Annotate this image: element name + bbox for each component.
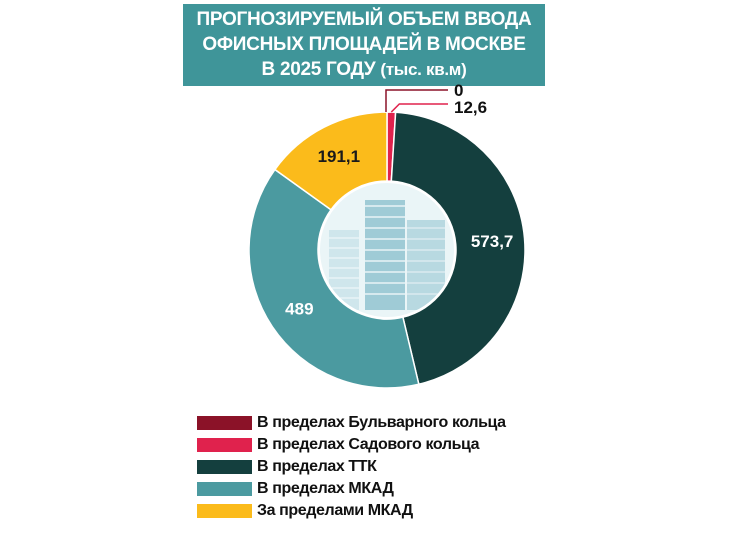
callout-line-1	[390, 103, 448, 113]
slice-label-2: 573,7	[471, 232, 514, 251]
slice-2	[390, 111, 526, 386]
slice-4	[273, 111, 388, 211]
legend-swatch	[197, 482, 252, 496]
title-line-1: ПРОГНОЗИРУЕМЫЙ ОБЪЕМ ВВОДА	[196, 9, 532, 30]
legend-item: В пределах ТТК	[197, 456, 506, 478]
legend-item: В пределах МКАД	[197, 478, 506, 500]
slice-label-4: 191,1	[318, 147, 361, 166]
legend-item: В пределах Бульварного кольца	[197, 412, 506, 434]
chart-title: ПРОГНОЗИРУЕМЫЙ ОБЪЕМ ВВОДА ОФИСНЫХ ПЛОЩА…	[183, 4, 545, 86]
legend-label: В пределах ТТК	[257, 458, 377, 475]
title-unit: (тыс. кв.м)	[380, 60, 467, 79]
slice-3	[248, 168, 420, 389]
legend-swatch	[197, 460, 252, 474]
title-line-3: В 2025 ГОДУ (тыс. кв.м)	[183, 57, 545, 82]
legend-item: В пределах Садового кольца	[197, 434, 506, 456]
callout-line-0	[385, 89, 448, 112]
legend-label: За пределами МКАД	[257, 502, 413, 519]
slice-label-0: 0	[454, 81, 463, 100]
slice-label-1: 12,6	[454, 98, 487, 117]
legend-item: За пределами МКАД	[197, 500, 506, 522]
legend-swatch	[197, 416, 252, 430]
legend-label: В пределах Садового кольца	[257, 436, 480, 453]
legend-swatch	[197, 504, 252, 518]
title-line-2: ОФИСНЫХ ПЛОЩАДЕЙ В МОСКВЕ	[202, 34, 526, 55]
legend-swatch	[197, 438, 252, 452]
title-year: В 2025 ГОДУ	[261, 59, 376, 80]
slice-label-3: 489	[285, 300, 313, 319]
legend-label: В пределах Бульварного кольца	[257, 414, 506, 431]
chart-legend: В пределах Бульварного кольца В пределах …	[197, 412, 506, 522]
legend-label: В пределах МКАД	[257, 480, 394, 497]
